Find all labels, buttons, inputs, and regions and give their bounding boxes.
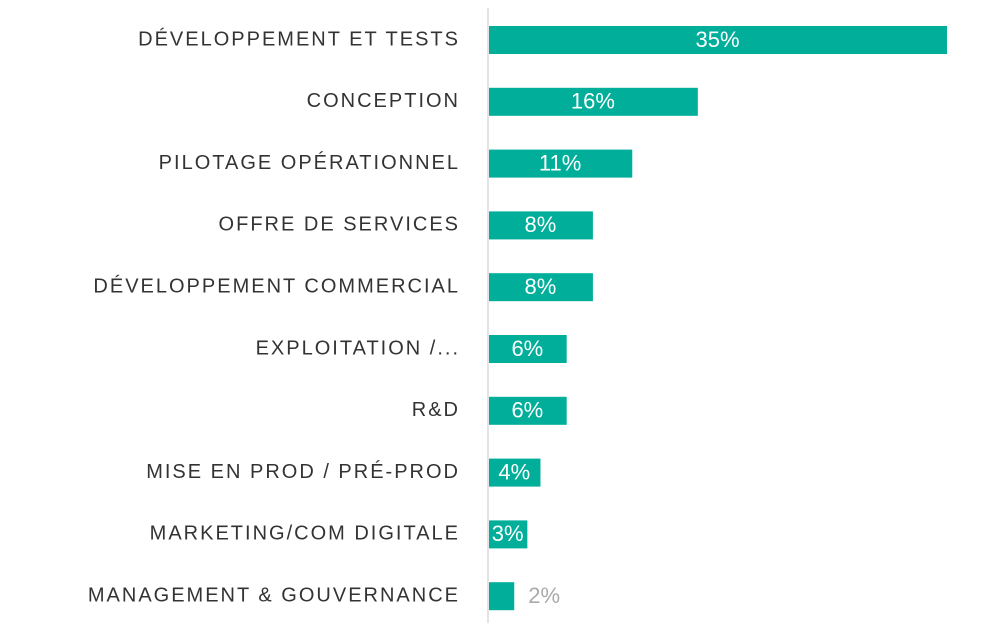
value-label: 16% (571, 89, 615, 114)
category-label: EXPLOITATION /... (256, 337, 460, 359)
bar (489, 582, 515, 611)
bar (489, 520, 528, 549)
value-label: 8% (525, 274, 557, 299)
value-label: 8% (525, 212, 557, 237)
category-label: OFFRE DE SERVICES (219, 214, 460, 236)
category-label: R&D (412, 399, 460, 421)
category-label: DÉVELOPPEMENT ET TESTS (138, 27, 460, 50)
value-label: 35% (695, 27, 739, 52)
category-label: DÉVELOPPEMENT COMMERCIAL (93, 274, 460, 297)
value-label: 2% (528, 583, 560, 608)
bar (489, 396, 567, 425)
category-label: CONCEPTION (307, 90, 460, 112)
value-label: 6% (511, 336, 543, 361)
bar (489, 26, 947, 54)
bar (489, 458, 541, 487)
category-label: PILOTAGE OPÉRATIONNEL (159, 151, 460, 174)
bar (489, 149, 633, 178)
category-label: MARKETING/COM DIGITALE (150, 523, 460, 545)
bar (489, 211, 593, 240)
value-label: 3% (492, 521, 524, 546)
value-label: 4% (498, 459, 530, 484)
bar (489, 87, 698, 116)
bar (489, 335, 567, 363)
category-label: MISE EN PROD / PRÉ-PROD (146, 460, 460, 483)
category-label: MANAGEMENT & GOUVERNANCE (88, 584, 460, 606)
bar (489, 273, 593, 302)
value-label: 11% (539, 150, 581, 175)
value-label: 6% (511, 398, 543, 423)
